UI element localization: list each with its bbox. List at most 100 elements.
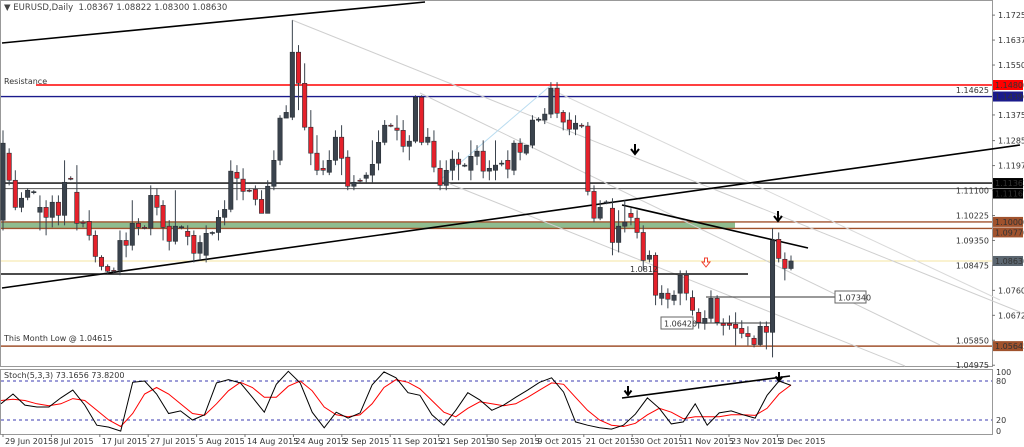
bear-candle	[74, 191, 80, 224]
date-tick-label: 30 Oct 2015	[634, 437, 683, 446]
bull-candle	[523, 144, 529, 154]
bull-candle	[597, 207, 603, 219]
date-tick-label: 9 Oct 2015	[537, 437, 581, 446]
bear-candle	[68, 177, 74, 180]
price-level-badge	[993, 178, 1023, 189]
stochastic-oscillator	[0, 370, 992, 432]
bear-candle	[166, 225, 172, 242]
bear-candle	[320, 167, 326, 171]
bear-candle	[400, 130, 406, 147]
bull-candle	[406, 140, 412, 147]
bull-candle	[326, 159, 332, 173]
month-low-label: This Month Low @ 1.04615	[3, 334, 112, 343]
bear-candle	[111, 270, 117, 272]
bull-candle	[62, 181, 68, 216]
arrow-down-icon	[630, 144, 640, 156]
bull-candle	[363, 174, 369, 179]
price-levels	[1, 84, 992, 347]
stoch-tick-label: 0	[996, 427, 1001, 436]
channel-line[interactable]	[291, 19, 1021, 313]
bear-candle	[634, 217, 640, 233]
symbol-label: EURUSD,Daily	[13, 3, 74, 13]
bull-candle	[289, 51, 295, 118]
bear-candle	[714, 298, 720, 323]
bear-candle	[302, 82, 308, 128]
bull-candle	[203, 233, 209, 256]
price-tick-label: 1.06725	[998, 311, 1024, 320]
date-tick-label: 3 Dec 2015	[779, 437, 825, 446]
bear-candle	[683, 274, 689, 294]
bull-candle	[659, 292, 665, 299]
price-level-label: 1.10000	[995, 218, 1024, 227]
bull-candle	[31, 191, 37, 193]
bear-candle	[591, 191, 597, 219]
date-tick-label: 17 Jul 2015	[102, 437, 147, 446]
level-box-1-07340	[834, 290, 867, 304]
bear-candle	[554, 87, 560, 114]
bear-candle	[689, 297, 695, 311]
bull-candle	[622, 221, 628, 227]
bear-candle	[142, 227, 148, 229]
bull-candle	[573, 122, 579, 130]
bear-candle	[252, 189, 258, 200]
price-tick-label: 1.11975	[998, 162, 1024, 171]
date-tick-label: 27 Jul 2015	[150, 437, 195, 446]
price-tick-label: 1.05850	[956, 336, 989, 345]
bear-candle	[135, 223, 141, 228]
chart-header: ▼ EURUSD,Daily 1.08367 1.08822 1.08300 1…	[4, 3, 227, 13]
bull-candle	[222, 209, 228, 218]
date-tick-label: 5 Aug 2015	[199, 437, 245, 446]
lower-trendline[interactable]	[1, 144, 1021, 289]
bull-candle	[265, 185, 271, 214]
open-value: 1.08367	[78, 3, 114, 13]
bull-candle	[37, 207, 43, 213]
bull-candle	[529, 119, 535, 146]
level-box-1-06420	[660, 316, 694, 330]
date-tick-label: 24 Aug 2015	[295, 437, 346, 446]
bull-candle	[468, 156, 474, 171]
date-tick-label: 21 Oct 2015	[586, 437, 635, 446]
bear-candle	[234, 171, 240, 179]
price-level-label: 1.11363	[995, 179, 1024, 188]
bull-candle	[443, 169, 449, 186]
bull-candle	[271, 159, 277, 187]
stoch-tick-label: 100	[996, 368, 1011, 377]
bear-candle	[160, 205, 166, 228]
date-tick-label: 2 Sep 2015	[344, 437, 390, 446]
bear-candle	[628, 213, 634, 218]
arrow-down-icon	[623, 386, 633, 397]
bear-candle	[640, 232, 646, 261]
date-tick-label: 14 Aug 2015	[247, 437, 298, 446]
bear-candle	[191, 235, 197, 254]
date-tick-label: 11 Nov 2015	[683, 437, 734, 446]
price-tick-label: 1.09350	[956, 236, 989, 245]
bull-candle	[616, 225, 622, 243]
bear-candle	[720, 323, 726, 326]
date-tick-label: 30 Sep 2015	[489, 437, 540, 446]
bear-candle	[782, 258, 788, 269]
bear-candle	[726, 323, 732, 326]
candles	[0, 20, 794, 358]
bear-candle	[394, 127, 400, 131]
bear-candle	[585, 125, 591, 192]
bull-candle	[542, 113, 548, 121]
channel-line[interactable]	[547, 87, 1001, 301]
upper-trendline[interactable]	[1, 1, 426, 44]
price-level-label: 1.08630	[995, 257, 1024, 266]
low-value: 1.08300	[154, 3, 190, 13]
stoch-trendline[interactable]	[621, 375, 791, 399]
bull-candle	[209, 232, 215, 234]
triangle-down-icon[interactable]: ▼	[4, 3, 11, 13]
bull-candle	[757, 326, 763, 345]
channel-line[interactable]	[439, 179, 906, 367]
bull-candle	[129, 223, 135, 246]
bull-candle	[0, 142, 6, 221]
bear-candle	[751, 337, 757, 345]
bear-candle	[456, 158, 462, 165]
bull-candle	[536, 118, 542, 121]
bull-candle	[548, 87, 554, 115]
price-level-badge	[993, 80, 1023, 90]
bull-candle	[499, 162, 505, 165]
bull-candle	[376, 142, 382, 164]
